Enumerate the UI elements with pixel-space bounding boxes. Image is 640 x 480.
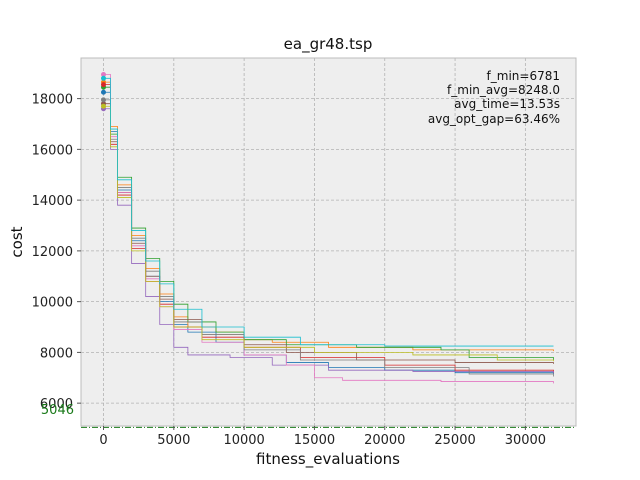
stat-f-min: f_min=6781 — [487, 69, 560, 83]
x-tick-label: 0 — [99, 433, 107, 448]
stat-avg-time: avg_time=13.53s — [454, 97, 560, 111]
x-tick-label: 30000 — [505, 433, 546, 448]
series-start-point-8 — [101, 97, 106, 103]
y-tick-label: 18000 — [32, 93, 73, 108]
x-tick-label: 5000 — [157, 433, 190, 448]
x-tick-label: 20000 — [364, 433, 405, 448]
series-start-point-7 — [101, 71, 106, 77]
series-start-point-4 — [101, 82, 106, 88]
series-start-point-1 — [101, 89, 106, 95]
x-tick-label: 25000 — [434, 433, 475, 448]
y-tick-label: 14000 — [32, 194, 73, 209]
series-group — [101, 71, 554, 384]
y-axis-label: cost — [8, 226, 26, 257]
series-line-1 — [103, 91, 554, 374]
stat-avg-opt-gap: avg_opt_gap=63.46% — [428, 112, 560, 126]
x-tick-label: 15000 — [294, 433, 335, 448]
optimum-label: 5046 — [41, 403, 74, 418]
x-tick-label: 10000 — [223, 433, 264, 448]
y-tick-label: 16000 — [32, 143, 73, 158]
series-start-point-9 — [101, 103, 106, 109]
y-axis-ticks: 6000 8000 10000 12000 14000 16000 18000 — [32, 93, 81, 412]
plot-frame — [80, 57, 577, 427]
chart-title: ea_gr48.tsp — [284, 35, 373, 54]
x-axis-label: fitness_evaluations — [256, 450, 400, 469]
grid — [81, 58, 576, 426]
x-axis-ticks: 0 5000 10000 15000 20000 25000 30000 — [99, 426, 546, 448]
series-line-10 — [103, 77, 554, 347]
y-tick-label: 6000 — [40, 397, 73, 412]
series-start-point-10 — [101, 75, 106, 81]
y-tick-label: 10000 — [32, 296, 73, 311]
y-tick-label: 8000 — [40, 346, 73, 361]
stat-f-min-avg: f_min_avg=8248.0 — [447, 83, 560, 97]
series-line-5 — [103, 108, 554, 373]
y-tick-label: 12000 — [32, 245, 73, 260]
series-line-9 — [103, 105, 554, 362]
